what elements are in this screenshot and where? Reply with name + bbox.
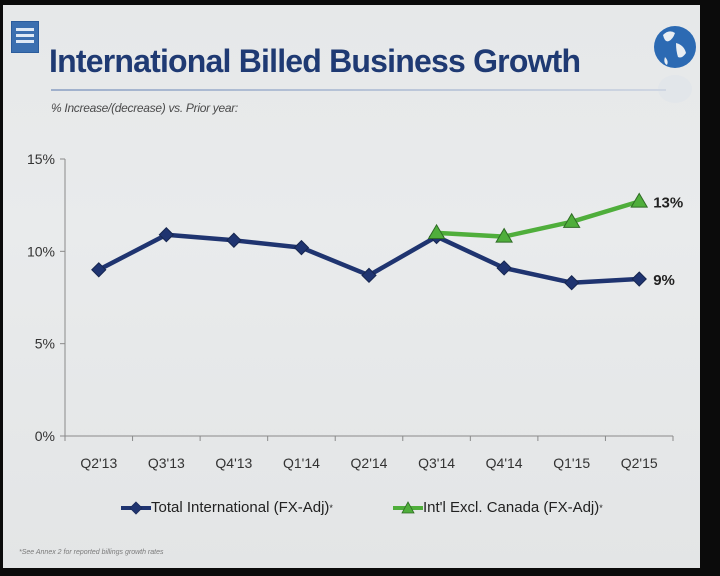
data-point-diamond [158,227,175,243]
data-point-triangle [630,192,649,208]
data-point-diamond [496,260,512,276]
x-tick-label: Q3'14 [418,455,455,471]
data-point-triangle [562,212,581,228]
legend-footnote-marker: * [329,502,333,513]
line-chart: 0% 5% 10% 15% Q2'13 Q3'13 Q4'13 Q1'14 Q2'14 Q3'14… [27,151,683,471]
series-line-1 [436,199,640,239]
x-tick-label: Q1'15 [553,455,590,471]
data-point-diamond [226,232,242,248]
x-tick-label: Q3'13 [148,455,185,471]
legend-footnote-marker: * [599,502,603,513]
legend-item-intl-ex-canada: Int'l Excl. Canada (FX-Adj) * [393,499,603,516]
legend-swatch-total [121,500,151,515]
page-title: International Billed Business Growth [49,43,581,79]
x-tick-label: Q4'14 [486,455,523,471]
data-point-diamond [91,262,107,278]
y-tick-label: 15% [27,151,55,167]
y-tick-label: 0% [35,428,55,444]
data-point-diamond [631,271,647,287]
y-tick-label: 5% [35,336,55,352]
data-point-triangle [427,223,446,239]
y-tick-label: 10% [27,243,55,259]
data-point-diamond [293,239,310,256]
x-tick-label: Q2'14 [351,455,388,471]
legend-label-intl-ex-canada: Int'l Excl. Canada (FX-Adj) [423,499,600,516]
x-tick-label: Q4'13 [215,455,252,471]
legend-swatch-intl-ex-canada [393,500,423,513]
slide: International Billed Business Growth % I… [3,5,700,568]
globe-icon [654,26,696,103]
x-tick-label: Q2'13 [80,455,117,471]
title-divider [51,89,666,91]
legend-item-total: Total International (FX-Adj) * [121,499,333,516]
data-point-triangle [495,227,513,243]
series-end-label: 9% [653,272,675,289]
footnote: *See Annex 2 for reported billings growt… [19,549,164,556]
data-point-diamond [563,275,580,291]
x-tick-label: Q1'14 [283,455,320,471]
data-point-diamond [361,267,377,284]
series-end-label: 13% [653,194,683,211]
x-tick-label: Q2'15 [621,455,658,471]
amex-logo [11,21,39,53]
chart-subtitle: % Increase/(decrease) vs. Prior year: [51,101,238,115]
legend-label-total: Total International (FX-Adj) [151,499,330,516]
